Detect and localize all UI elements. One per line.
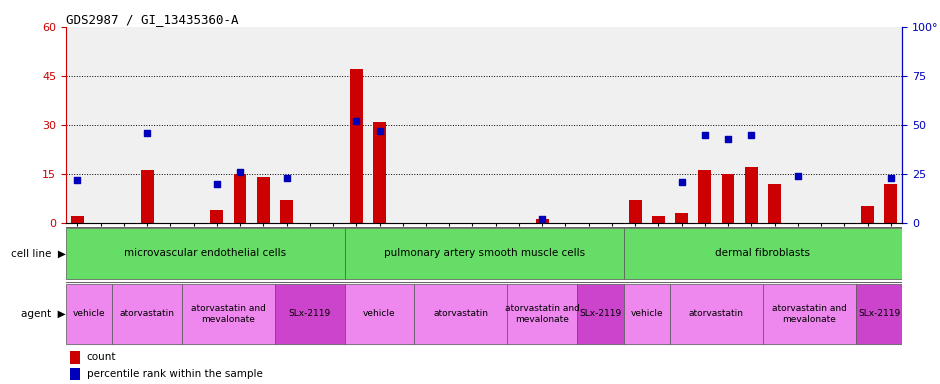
Text: atorvastatin: atorvastatin (689, 310, 744, 318)
Point (70, 177, 85, 183)
Bar (623, 283, 670, 344)
Bar (670, 283, 763, 344)
Text: atorvastatin: atorvastatin (119, 310, 175, 318)
Bar (861, 207, 874, 223)
Text: microvascular endothelial cells: microvascular endothelial cells (124, 248, 287, 258)
Bar (745, 167, 758, 223)
Point (210, 180, 225, 187)
Point (697, 131, 713, 138)
Text: atorvastatin and
mevalonate: atorvastatin and mevalonate (191, 304, 266, 324)
Bar (274, 283, 345, 344)
Point (535, 216, 550, 222)
Bar (211, 210, 223, 223)
Bar (66, 228, 345, 279)
Point (744, 131, 759, 138)
Bar (373, 121, 386, 223)
Text: vehicle: vehicle (631, 310, 663, 318)
Text: atorvastatin and
mevalonate: atorvastatin and mevalonate (505, 304, 580, 324)
Bar (350, 70, 363, 223)
Text: count: count (86, 353, 117, 362)
Text: atorvastatin and
mevalonate: atorvastatin and mevalonate (772, 304, 847, 324)
Point (791, 173, 806, 179)
Text: pulmonary artery smooth muscle cells: pulmonary artery smooth muscle cells (384, 248, 585, 258)
Text: vehicle: vehicle (72, 310, 105, 318)
Text: vehicle: vehicle (363, 310, 396, 318)
Point (884, 175, 899, 181)
Point (349, 118, 364, 124)
Bar (70, 367, 80, 380)
Text: dermal fibroblasts: dermal fibroblasts (715, 248, 810, 258)
Bar (577, 283, 623, 344)
Point (372, 127, 387, 134)
Bar (345, 228, 623, 279)
Text: cell line  ▶: cell line ▶ (11, 248, 66, 258)
Text: percentile rank within the sample: percentile rank within the sample (86, 369, 262, 379)
Bar (856, 283, 902, 344)
Bar (768, 184, 781, 223)
Bar (234, 174, 246, 223)
Point (232, 169, 247, 175)
Bar (257, 177, 270, 223)
Text: SLx-2119: SLx-2119 (858, 310, 901, 318)
Bar (71, 216, 84, 223)
Bar (885, 184, 897, 223)
Bar (182, 283, 274, 344)
Point (279, 175, 294, 181)
Bar (112, 283, 182, 344)
Bar (629, 200, 641, 223)
Text: atorvastatin: atorvastatin (433, 310, 489, 318)
Bar (70, 351, 80, 364)
Text: agent  ▶: agent ▶ (22, 309, 66, 319)
Bar (763, 283, 856, 344)
Bar (722, 174, 734, 223)
Bar (345, 283, 415, 344)
Point (674, 179, 689, 185)
Text: SLx-2119: SLx-2119 (289, 310, 331, 318)
Bar (280, 200, 293, 223)
Bar (536, 220, 549, 223)
Bar (508, 283, 577, 344)
Bar (623, 228, 902, 279)
Bar (141, 170, 153, 223)
Bar (66, 283, 112, 344)
Text: SLx-2119: SLx-2119 (579, 310, 621, 318)
Bar (675, 213, 688, 223)
Point (140, 129, 155, 136)
Bar (652, 216, 665, 223)
Text: GDS2987 / GI_13435360-A: GDS2987 / GI_13435360-A (66, 13, 239, 26)
Bar (698, 170, 712, 223)
Point (721, 136, 736, 142)
Bar (415, 283, 508, 344)
